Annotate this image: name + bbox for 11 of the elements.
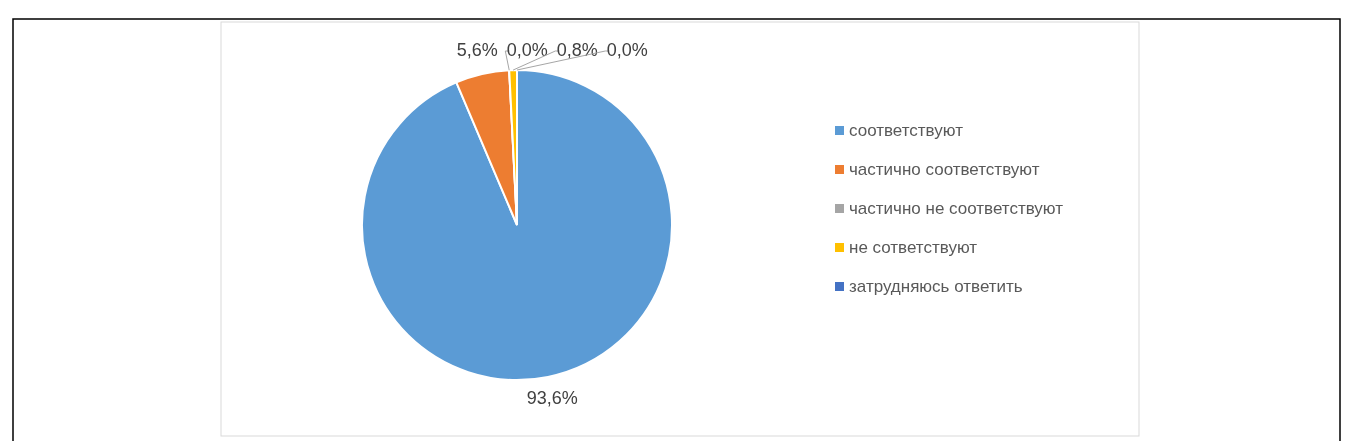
legend-label: частично не соответствуют	[849, 199, 1064, 218]
legend-label: соответствуют	[849, 121, 964, 140]
legend-label: затрудняюсь ответить	[849, 277, 1023, 296]
legend-label: не сответствуют	[849, 238, 978, 257]
legend-label: частично соответствуют	[849, 160, 1040, 179]
text: 0,0%	[506, 40, 548, 60]
pie-slice	[361, 69, 673, 381]
text: 0,0%	[606, 40, 648, 60]
data-label: 5,6%	[456, 40, 498, 60]
data-label: 93,6%	[526, 388, 578, 409]
data-label: 0,8%	[556, 40, 598, 60]
